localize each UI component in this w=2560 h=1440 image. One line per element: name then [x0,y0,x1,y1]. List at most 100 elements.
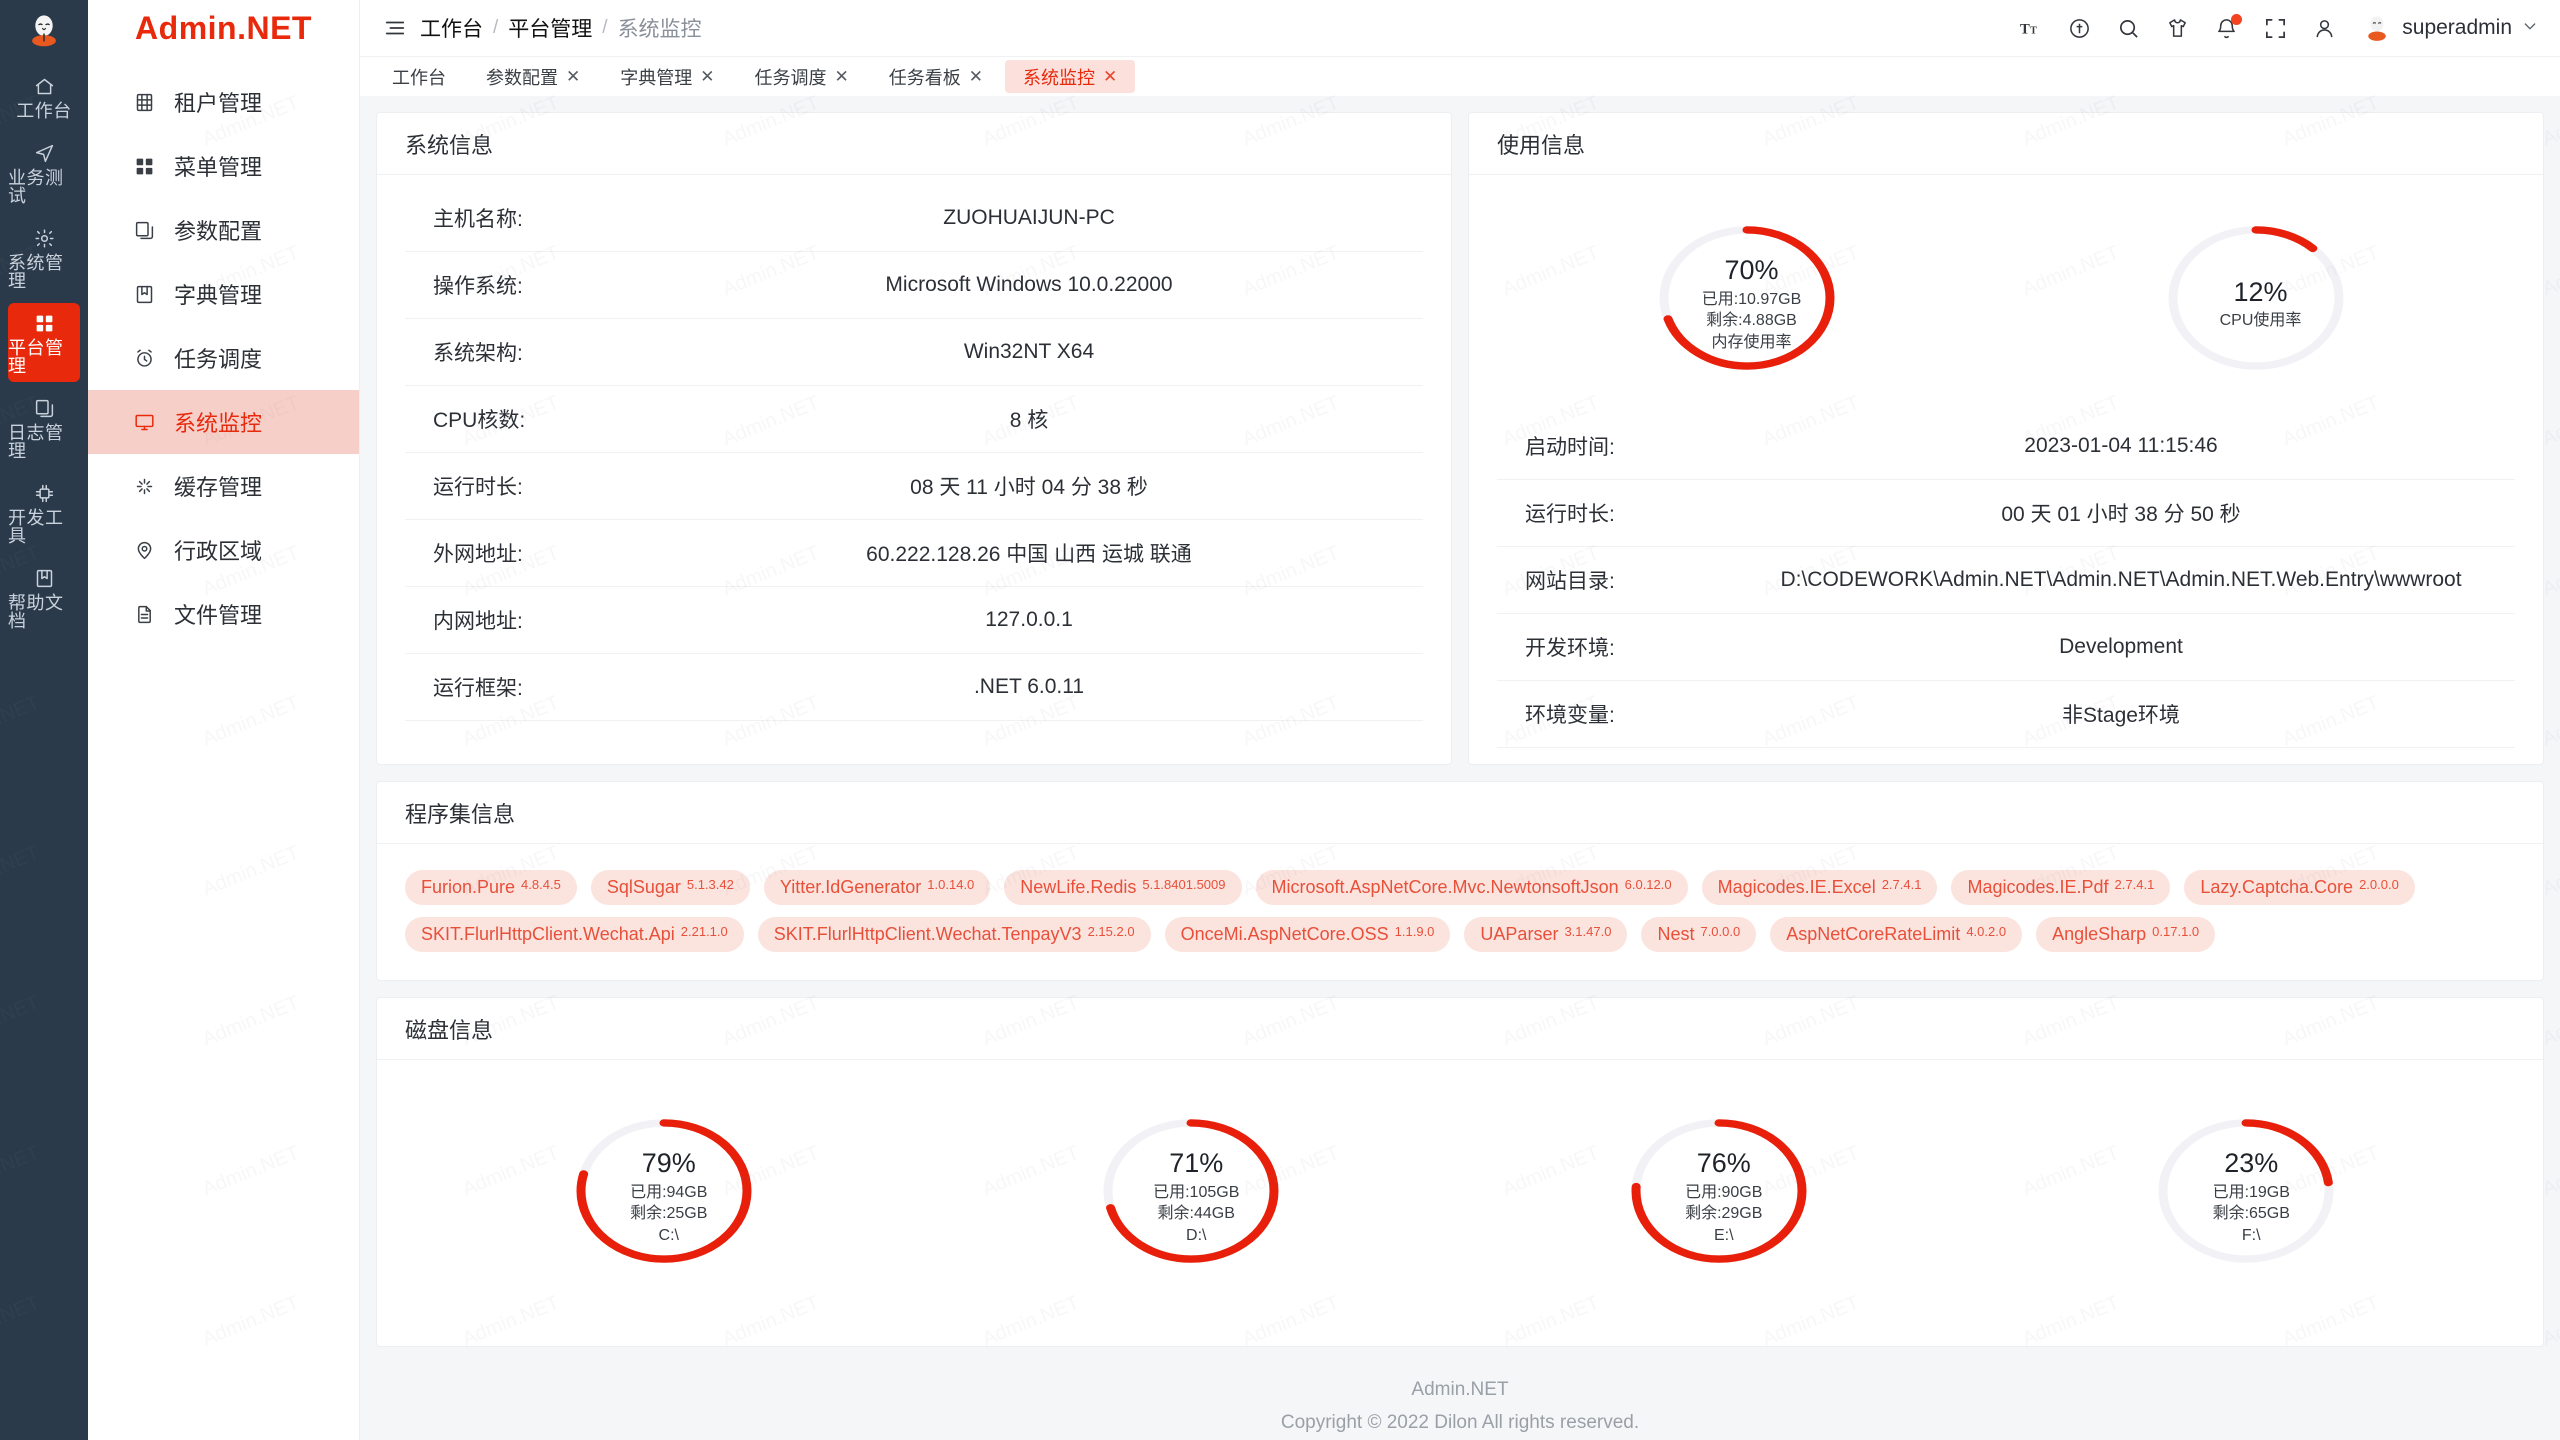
sidebar-item-8[interactable]: 文件管理 [88,582,359,646]
table-row: 开发环境: Development [1497,614,2515,681]
gauge-text: 76% 已用:90GB 剩余:29GB E:\ [1685,1145,1762,1246]
assembly-tag: AngleSharp 0.17.1.0 [2036,917,2216,952]
bell-icon[interactable] [2215,13,2243,40]
tab-bar: 工作台 参数配置 ✕ 字典管理 ✕ 任务调度 ✕ 任务看板 ✕ 系统监控 ✕ [360,56,2560,96]
tab-5[interactable]: 系统监控 ✕ [1005,60,1136,93]
gauge-line-0: 已用:10.97GB [1701,290,1802,308]
assembly-tag: Lazy.Captcha.Core 2.0.0.0 [2184,870,2415,905]
globe-icon[interactable] [2068,17,2091,40]
breadcrumb-separator: / [493,17,499,38]
assembly-name: OnceMi.AspNetCore.OSS [1180,924,1389,944]
assembly-version: 1.1.9.0 [1394,924,1435,939]
assembly-version: 4.8.4.5 [521,877,561,892]
gauge-line-1: 剩余:4.88GB [1706,312,1797,330]
rail-item-0[interactable]: 工作台 [8,66,80,127]
gauge-line-1: 剩余:44GB [1157,1205,1235,1223]
assembly-version: 2.15.2.0 [1087,924,1135,939]
table-row: 系统架构: Win32NT X64 [405,319,1423,386]
sidebar-item-0[interactable]: 租户管理 [88,70,359,134]
rail-item-6[interactable]: 帮助文档 [8,558,80,637]
gauge-percent: 76% [1696,1148,1751,1179]
row-label: 环境变量: [1525,704,1615,727]
gauge: 12% CPU使用率 [2161,203,2361,403]
map-pin-icon [132,540,156,561]
rail-item-3[interactable]: 平台管理 [8,303,80,382]
tab-close-icon[interactable]: ✕ [834,67,849,86]
card-title: 系统信息 [377,113,1451,175]
breadcrumb-item-1[interactable]: 平台管理 [508,18,593,41]
row-label: 运行时长: [433,476,523,499]
sidebar-item-6[interactable]: 缓存管理 [88,454,359,518]
row-value: D:\CODEWORK\Admin.NET\Admin.NET\Admin.NE… [1780,568,2462,591]
menu-collapse-icon[interactable] [384,17,406,39]
table-row: 环境变量: 非Stage环境 [1497,681,2515,748]
gauge-percent: 79% [641,1148,696,1179]
tab-label: 参数配置 [486,67,558,88]
sidebar-item-1[interactable]: 菜单管理 [88,134,359,198]
tab-label: 工作台 [392,67,446,88]
tab-close-icon[interactable]: ✕ [1103,67,1118,86]
gauge-line-2: E:\ [1713,1227,1734,1245]
fullscreen-icon[interactable] [2264,17,2287,40]
chevron-down-icon[interactable] [2522,18,2538,39]
search-icon[interactable] [2117,17,2140,40]
tab-1[interactable]: 参数配置 ✕ [468,60,598,93]
rail-item-2[interactable]: 系统管理 [8,218,80,297]
tab-close-icon[interactable]: ✕ [700,67,715,86]
assembly-version: 3.1.47.0 [1564,924,1612,939]
rail-item-4[interactable]: 日志管理 [8,388,80,467]
chip-icon [34,482,55,504]
sidebar-menu: 租户管理菜单管理参数配置 字典管理 任务调度 系统监控缓存管理行政区域 文件管理 [88,56,359,646]
font-size-icon[interactable]: T T [2020,17,2042,39]
user-icon[interactable] [2313,17,2336,40]
assembly-name: SKIT.FlurlHttpClient.Wechat.Api [421,924,675,944]
gauge-line-2: D:\ [1186,1227,1207,1245]
user-menu[interactable]: superadmin [2362,13,2538,43]
tab-0[interactable]: 工作台 [374,60,464,93]
sidebar-item-3[interactable]: 字典管理 [88,262,359,326]
gauge-ring [1659,226,1834,370]
sidebar-item-2[interactable]: 参数配置 [88,198,359,262]
breadcrumb-item-0[interactable]: 工作台 [420,18,483,41]
table-row: 内网地址: 127.0.0.1 [405,587,1423,654]
username-label: superadmin [2402,16,2512,39]
row-label: 系统架构: [433,342,523,365]
gauge-text: 23% 已用:19GB 剩余:65GB F:\ [2213,1145,2290,1246]
copy-icon [132,220,156,241]
tab-close-icon[interactable]: ✕ [968,67,983,86]
rail-item-1[interactable]: 业务测试 [8,133,80,212]
assembly-version: 1.0.14.0 [927,877,975,892]
card-body: 79% 已用:94GB 剩余:25GB C:\ 71% 已用:105GB 剩余:44G… [377,1060,2543,1346]
tab-2[interactable]: 字典管理 ✕ [602,60,732,93]
system-info-table: 主机名称: ZUOHUAIJUN-PC 操作系统: Microsoft Windows… [405,185,1423,721]
row-label: 操作系统: [433,275,523,298]
row-label: 运行时长: [1525,503,1615,526]
top-bar-actions: T T [2020,13,2538,43]
theme-shirt-icon[interactable] [2166,17,2189,40]
tab-4[interactable]: 任务看板 ✕ [871,60,1001,93]
sidebar-item-7[interactable]: 行政区域 [88,518,359,582]
card-body: 主机名称: ZUOHUAIJUN-PC 操作系统: Microsoft Windows… [377,175,1451,737]
book-icon [34,567,55,589]
secondary-sidebar: Admin.NET 租户管理菜单管理参数配置 字典管理 任务调度 系统监控缓存管理行政… [88,0,360,1440]
assembly-tag: Microsoft.AspNetCore.Mvc.NewtonsoftJson 6… [1255,870,1688,905]
gauge-line-0: CPU使用率 [2219,312,2302,330]
copy-icon [34,397,55,419]
card-body: Furion.Pure 4.8.4.5 SqlSugar 5.1.3.42 Yitter… [377,844,2543,980]
gauge-ring [2158,1119,2334,1263]
brand-logo[interactable]: Admin.NET [135,9,312,46]
sidebar-item-label: 菜单管理 [174,155,263,180]
rail-item-5[interactable]: 开发工具 [8,473,80,552]
tab-3[interactable]: 任务调度 ✕ [737,60,867,93]
svg-text:T: T [2030,26,2037,37]
home-icon [34,75,55,97]
assembly-tag: Magicodes.IE.Pdf 2.7.4.1 [1951,870,2171,905]
card-disk-info: 磁盘信息 79% 已用:94GB 剩余:25GB C:\ 71% 已用:105GB 剩… [376,997,2544,1347]
sidebar-item-5[interactable]: 系统监控 [88,390,359,454]
table-row: 运行时长: 08 天 11 小时 04 分 38 秒 [405,453,1423,520]
gauge: 23% 已用:19GB 剩余:65GB F:\ [2151,1096,2351,1296]
sidebar-item-4[interactable]: 任务调度 [88,326,359,390]
breadcrumb-item-2: 系统监控 [617,18,702,41]
sidebar-item-label: 缓存管理 [174,475,263,500]
tab-close-icon[interactable]: ✕ [566,67,581,86]
